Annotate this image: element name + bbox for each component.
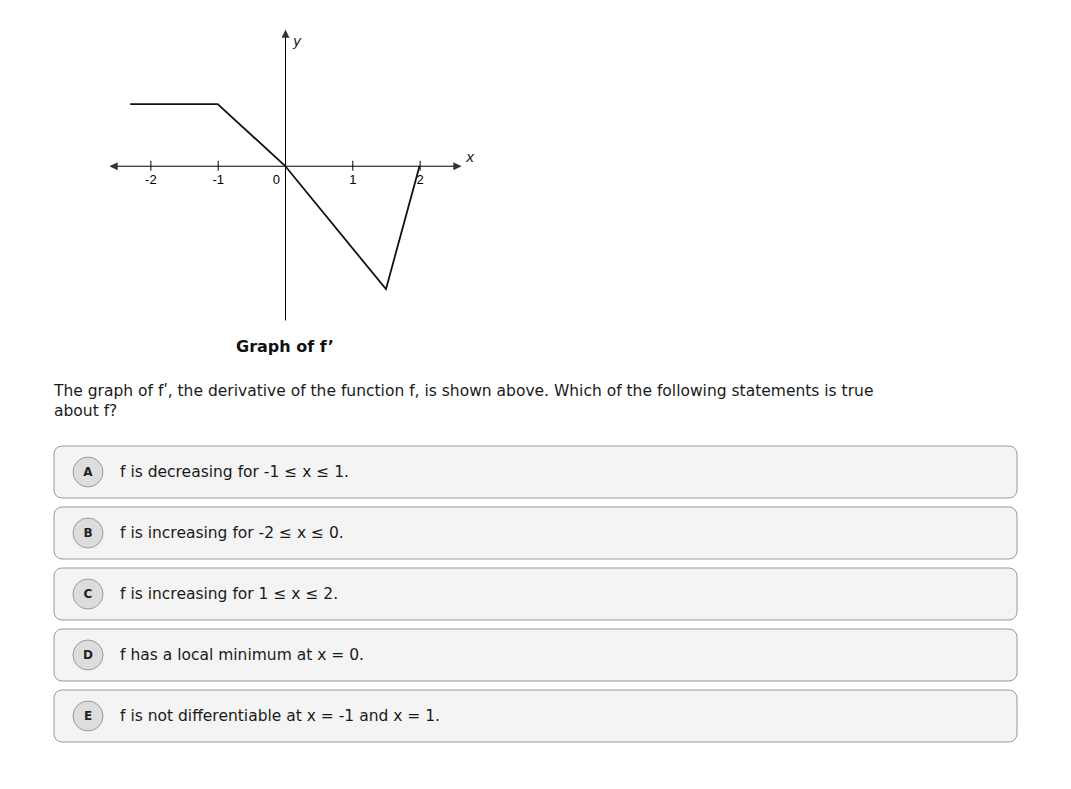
x-tick-label: -1 — [212, 172, 224, 187]
subtitle-line: about f? — [54, 402, 117, 420]
option-circle — [73, 457, 103, 487]
option-letter: C — [84, 587, 93, 601]
x-axis-label: x — [465, 149, 475, 165]
option-letter: D — [83, 648, 93, 662]
marks — [130, 104, 419, 289]
subtitle-line: The graph of fʹ, the derivative of the f… — [53, 382, 873, 400]
option-text: f is decreasing for -1 ≤ x ≤ 1. — [120, 463, 349, 481]
option-circle — [73, 518, 103, 548]
option-circle — [73, 579, 103, 609]
x-tick: 1 — [349, 161, 356, 187]
x-tick-mark — [218, 161, 219, 171]
y-axis-label: y — [292, 33, 302, 49]
chart: -2-1012xyGraph of f’The graph of fʹ, the… — [0, 0, 1071, 789]
y-axis-line — [285, 31, 286, 321]
x-axis: -2-1012 — [111, 161, 461, 187]
subtitle: The graph of fʹ, the derivative of the f… — [53, 382, 873, 420]
option: Ef is not differentiable at x = -1 and x… — [54, 690, 1017, 742]
option: Bf is increasing for -2 ≤ x ≤ 0. — [54, 507, 1017, 559]
option-text: f is increasing for -2 ≤ x ≤ 0. — [120, 524, 344, 542]
option: Af is decreasing for -1 ≤ x ≤ 1. — [54, 446, 1017, 498]
option-box — [54, 568, 1017, 620]
option-circle — [73, 640, 103, 670]
x-tick-mark — [150, 161, 151, 171]
x-tick-label: 0 — [273, 172, 280, 187]
option-letter: B — [83, 526, 92, 540]
option-circle — [73, 701, 103, 731]
x-tick-label: 1 — [349, 172, 356, 187]
option-text: f has a local minimum at x = 0. — [120, 646, 364, 664]
x-tick-mark — [420, 161, 421, 171]
option-box — [54, 507, 1017, 559]
x-tick-label: -2 — [145, 172, 157, 187]
option-text: f is not differentiable at x = -1 and x … — [120, 707, 440, 725]
option: Cf is increasing for 1 ≤ x ≤ 2. — [54, 568, 1017, 620]
option-box — [54, 629, 1017, 681]
y-axis — [285, 31, 286, 321]
option-letter: A — [83, 465, 93, 479]
plot-area: -2-1012xy — [111, 31, 476, 321]
x-tick-mark — [352, 161, 353, 171]
option-letter: E — [84, 709, 92, 723]
option: Df has a local minimum at x = 0. — [54, 629, 1017, 681]
curve — [130, 104, 419, 289]
option-box — [54, 690, 1017, 742]
option-text: f is increasing for 1 ≤ x ≤ 2. — [120, 585, 338, 603]
x-tick: -1 — [212, 161, 224, 187]
x-tick: -2 — [145, 161, 157, 187]
options: Af is decreasing for -1 ≤ x ≤ 1. Bf is in… — [54, 446, 1017, 742]
title: Graph of f’ — [236, 337, 334, 356]
option-box — [54, 446, 1017, 498]
